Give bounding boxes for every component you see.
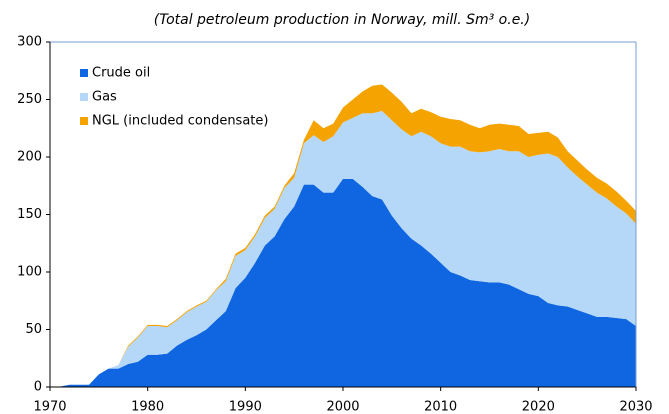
y-tick-label: 250 — [17, 92, 42, 107]
x-tick-label: 2020 — [522, 400, 555, 414]
y-tick-label: 150 — [17, 207, 42, 222]
y-tick-label: 200 — [17, 150, 42, 165]
legend-label: NGL (included condensate) — [92, 114, 268, 129]
x-tick-label: 2030 — [619, 400, 652, 414]
area — [50, 178, 636, 387]
legend-label: Crude oil — [92, 66, 150, 81]
legend-label: Gas — [92, 90, 117, 105]
y-tick-label: 300 — [17, 35, 42, 50]
y-tick-label: 0 — [34, 380, 42, 395]
legend-swatch — [80, 117, 88, 125]
x-tick-label: 1970 — [33, 400, 66, 414]
x-tick-label: 2000 — [326, 400, 359, 414]
x-tick-label: 2010 — [424, 400, 457, 414]
legend-swatch — [80, 69, 88, 77]
y-tick-label: 100 — [17, 265, 42, 280]
area — [50, 111, 636, 387]
chart-title: (Total petroleum production in Norway, m… — [154, 12, 530, 28]
x-tick-label: 1990 — [229, 400, 262, 414]
y-tick-label: 50 — [25, 322, 42, 337]
legend-swatch — [80, 93, 88, 101]
x-tick-label: 1980 — [131, 400, 164, 414]
